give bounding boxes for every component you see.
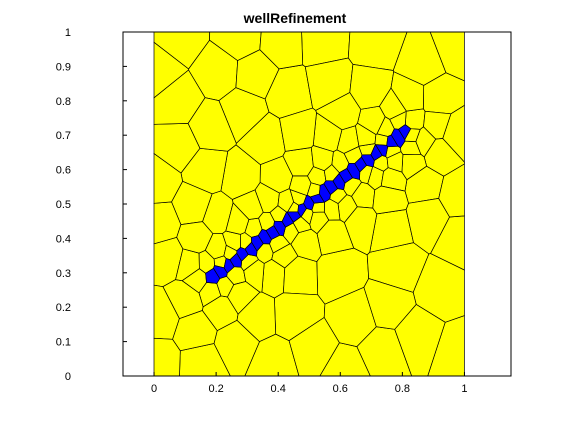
y-tick-label: 0.5 — [56, 199, 71, 211]
mesh-cell — [235, 49, 280, 100]
x-tick-label: 0.8 — [395, 383, 410, 395]
mesh-cell — [153, 41, 189, 99]
y-tick-label: 0.2 — [56, 302, 71, 314]
mesh-cell — [438, 163, 465, 218]
mesh-cell — [386, 151, 404, 173]
well-cell — [319, 183, 331, 203]
mesh-cell — [404, 108, 426, 130]
well-cell — [390, 128, 406, 149]
well-cell — [398, 124, 412, 141]
mesh-cell — [372, 185, 409, 215]
well-cell — [303, 194, 315, 211]
x-axis-ticks: 0 0.2 0.4 0.6 0.8 1 — [151, 372, 468, 395]
y-tick-label: 0.1 — [56, 337, 71, 349]
plot-title: wellRefinement — [243, 10, 347, 26]
y-tick-label: 0.9 — [56, 61, 71, 73]
y-axis-ticks: 0 0.1 0.2 0.3 0.4 0.5 0.6 0.7 0.8 0.9 1 — [56, 27, 127, 383]
well-cells — [205, 124, 412, 284]
x-tick-label: 0.2 — [208, 383, 223, 395]
y-tick-label: 0.8 — [56, 96, 71, 108]
x-tick-label: 0.4 — [271, 383, 286, 395]
y-tick-label: 0.7 — [56, 130, 71, 142]
y-tick-label: 0.3 — [56, 268, 71, 280]
x-tick-label: 0 — [151, 383, 157, 395]
y-tick-label: 1 — [65, 27, 71, 39]
y-tick-label: 0 — [65, 371, 71, 383]
well-cell — [361, 154, 375, 168]
mesh-cell — [390, 71, 425, 112]
mesh-cell — [259, 31, 304, 70]
y-tick-label: 0.6 — [56, 165, 71, 177]
mesh-cell — [172, 310, 218, 352]
mesh-cell — [310, 145, 334, 172]
x-tick-label: 1 — [461, 383, 467, 395]
mesh-cell — [423, 110, 452, 140]
mesh-cell — [176, 221, 214, 254]
x-tick-label: 0.6 — [333, 383, 348, 395]
mesh-cell — [153, 152, 183, 204]
mesh-cell — [423, 138, 465, 177]
mesh-cell — [344, 206, 378, 256]
y-tick-label: 0.4 — [56, 233, 71, 245]
mesh-cell — [187, 97, 237, 152]
mesh-cell — [227, 281, 261, 315]
mesh-cell — [236, 291, 277, 343]
mesh-cell — [363, 278, 417, 330]
mesh-cell — [271, 243, 299, 269]
voronoi-mesh — [153, 31, 465, 377]
